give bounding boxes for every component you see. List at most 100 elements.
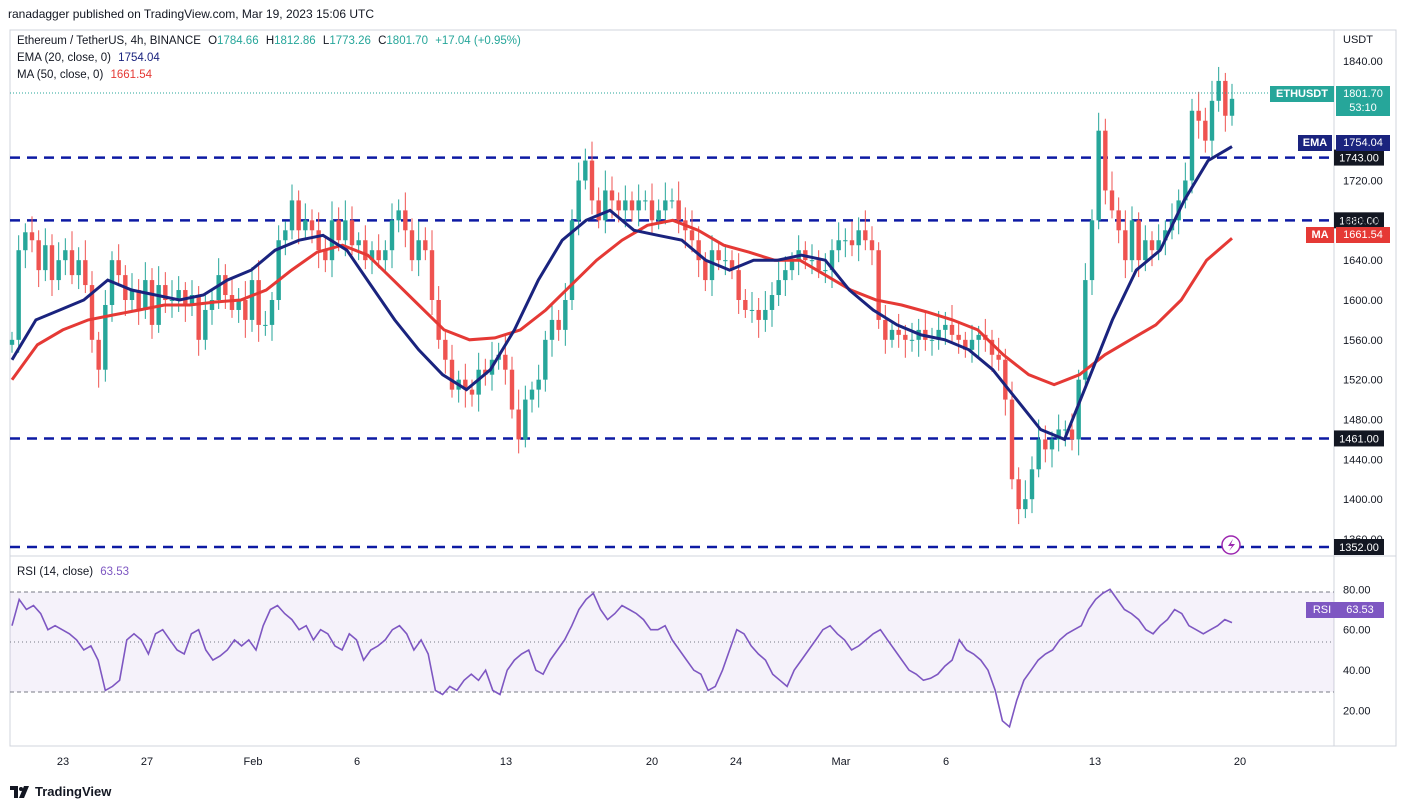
symbol-legend[interactable]: Ethereum / TetherUS, 4h, BINANCE O1784.6… <box>17 35 529 47</box>
candle-body <box>243 300 248 320</box>
time-tick-label: 6 <box>943 756 949 768</box>
rsi-tick-label: 60.00 <box>1343 625 1371 637</box>
candle-body <box>169 300 175 302</box>
candle-body <box>589 160 595 201</box>
time-tick-label: 20 <box>646 756 658 768</box>
candle-body <box>316 230 321 251</box>
candle-body <box>96 339 101 370</box>
candle-body <box>949 324 955 335</box>
candle-body <box>709 250 715 281</box>
last-price-value: 1801.70 <box>1343 88 1383 100</box>
candle-body <box>249 280 255 320</box>
candle-body <box>616 200 621 211</box>
candle-body <box>1116 210 1121 231</box>
candle-body <box>56 260 61 281</box>
candle-body <box>663 200 668 211</box>
candle-body <box>1156 240 1161 251</box>
candle-body <box>989 339 995 355</box>
candle-body <box>1043 439 1048 450</box>
candle-body <box>996 354 1001 360</box>
candle-body <box>623 200 628 211</box>
candle-body <box>969 339 975 350</box>
ma-legend[interactable]: MA (50, close, 0) 1661.54 <box>17 69 156 81</box>
candle-body <box>1136 220 1141 261</box>
candle-body <box>856 230 861 246</box>
candle-body <box>63 250 68 261</box>
candle-body <box>543 339 548 380</box>
candle-body <box>369 250 375 261</box>
candle-body <box>196 295 201 340</box>
price-tick-label: 1560.00 <box>1343 335 1383 347</box>
candle-body <box>636 200 641 211</box>
level-badge <box>1334 149 1384 166</box>
candle-body <box>563 300 568 330</box>
candle-body <box>929 339 935 341</box>
candle-body <box>609 190 615 201</box>
candle-body <box>783 270 788 281</box>
candle-body <box>363 240 368 261</box>
candle-body <box>529 389 535 400</box>
candle-body <box>409 230 415 261</box>
candle-body <box>376 250 381 261</box>
candle-body <box>443 339 448 360</box>
candle-body <box>343 220 348 241</box>
level-label: 1352.00 <box>1339 542 1379 554</box>
rsi-label: RSI (14, close) <box>17 566 94 578</box>
tradingview-logo[interactable]: TradingView <box>10 784 111 799</box>
ema-legend[interactable]: EMA (20, close, 0) 1754.04 <box>17 52 164 64</box>
ma-value-badge: 1661.54 <box>1336 227 1390 243</box>
candle-body <box>163 285 168 301</box>
rsi-legend-value: 63.53 <box>100 566 130 578</box>
candle-body <box>603 190 608 221</box>
candle-body <box>763 309 768 320</box>
open-label: O <box>208 35 218 47</box>
candle-body <box>296 200 301 231</box>
candle-body <box>1103 130 1108 191</box>
candle-body <box>816 260 821 271</box>
candle-body <box>1003 359 1008 400</box>
ema20-line <box>10 145 1233 442</box>
candle-body <box>503 354 508 370</box>
candle-body <box>9 339 15 345</box>
candle-body <box>29 232 35 241</box>
price-tick-label: 1520.00 <box>1343 375 1383 387</box>
candle-body <box>823 270 828 272</box>
candle-body <box>976 334 981 340</box>
candle-body <box>256 280 261 325</box>
price-tick-label: 1360.00 <box>1343 534 1383 546</box>
candle-body <box>396 210 401 221</box>
candle-body <box>549 319 555 340</box>
candle-body <box>1183 180 1188 201</box>
candle-body <box>656 210 661 221</box>
ma-label: MA (50, close, 0) <box>17 69 104 81</box>
candle-body <box>836 240 841 251</box>
candle-body <box>203 309 208 340</box>
candle-body <box>449 359 455 390</box>
candle-body <box>689 230 695 241</box>
candle-body <box>643 200 648 202</box>
lightning-icon[interactable] <box>1221 535 1241 555</box>
candle-body <box>629 200 635 211</box>
candle-body <box>136 290 141 310</box>
candle-body <box>1023 499 1028 510</box>
candle-body <box>716 250 721 261</box>
candle-body <box>1163 230 1168 241</box>
candle-body <box>583 160 588 181</box>
ma-tag: MA <box>1306 227 1334 243</box>
candle-body <box>89 285 95 340</box>
candle-body <box>69 250 75 276</box>
last-price-badge: 1801.70 53:10 <box>1336 86 1390 116</box>
candle-body <box>1149 240 1155 251</box>
candle-body <box>1069 429 1075 440</box>
open-value: 1784.66 <box>217 35 259 47</box>
candle-body <box>143 280 148 310</box>
rsi-legend[interactable]: RSI (14, close) 63.53 <box>17 566 133 578</box>
ma50-line <box>10 218 1233 387</box>
tradingview-icon <box>10 785 29 798</box>
brand-name: TradingView <box>35 784 112 799</box>
candle-body <box>843 240 848 242</box>
candle-body <box>649 200 655 221</box>
candle-body <box>1216 80 1221 101</box>
low-label: L <box>322 35 330 47</box>
